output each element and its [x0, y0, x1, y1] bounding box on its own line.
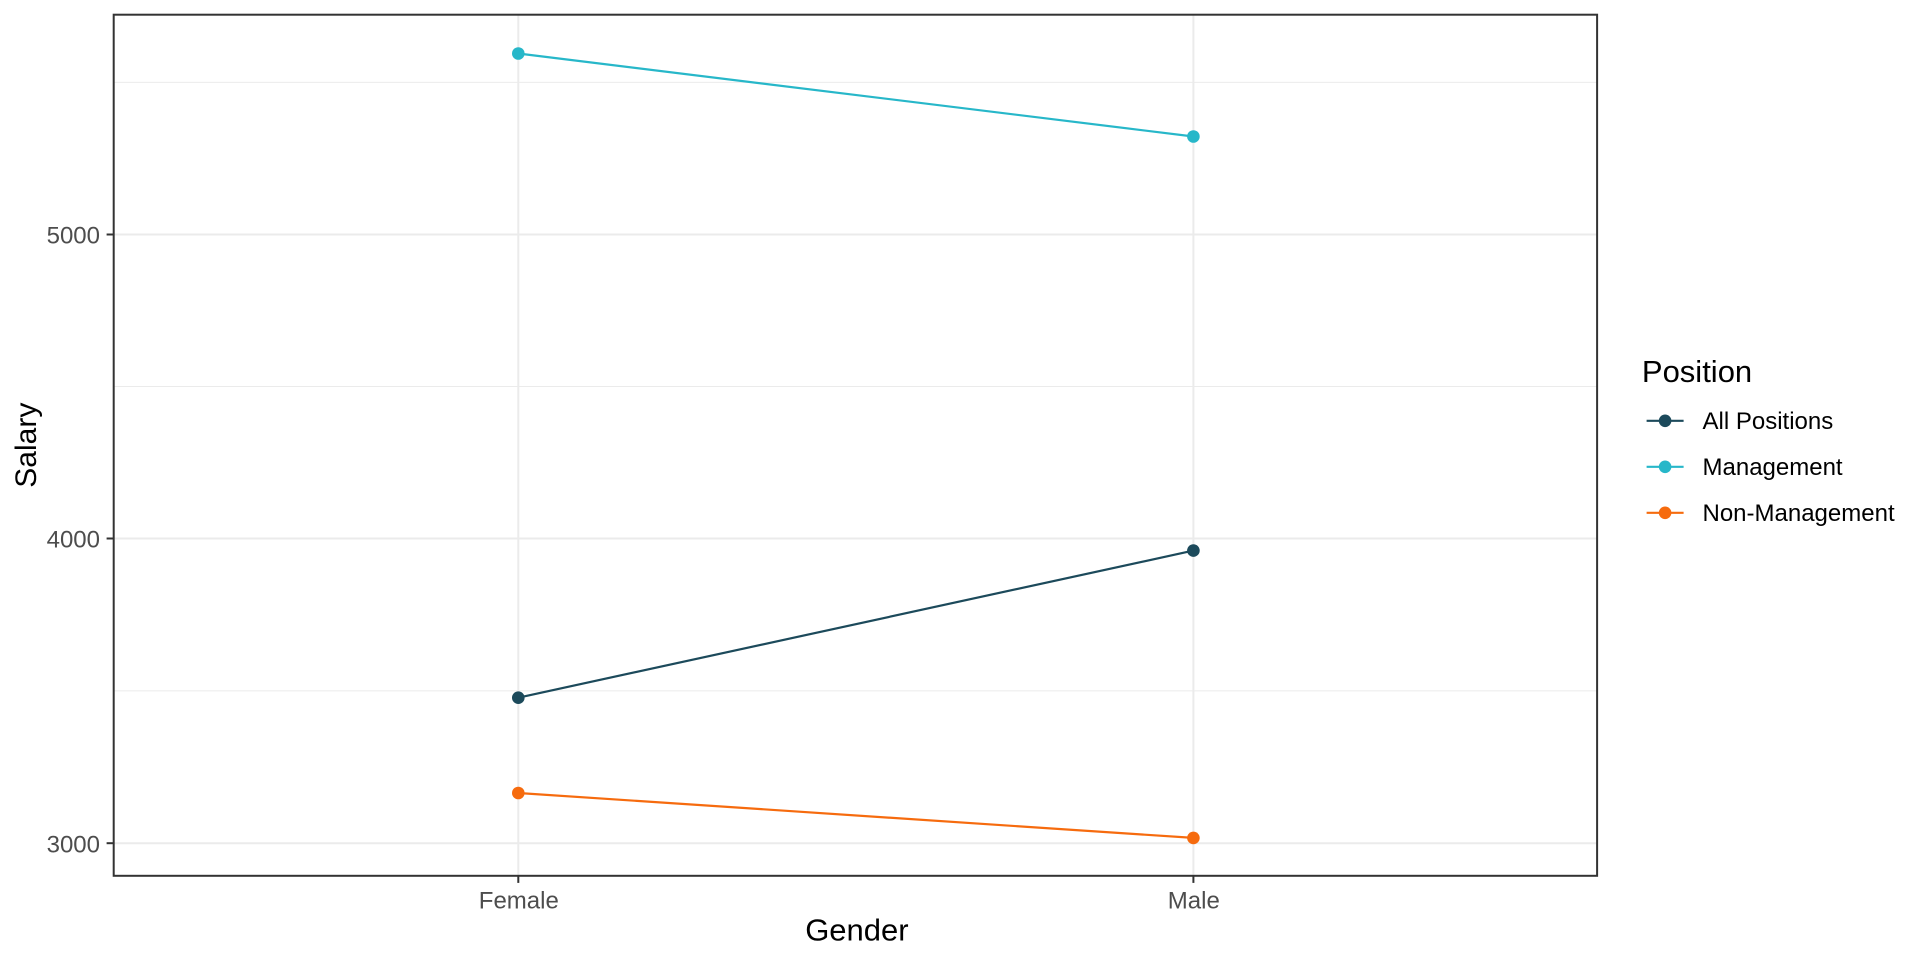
svg-text:Male: Male	[1168, 887, 1220, 914]
svg-text:Management: Management	[1703, 454, 1843, 481]
svg-text:Female: Female	[479, 887, 559, 914]
svg-text:Non-Management: Non-Management	[1703, 500, 1895, 527]
svg-text:All Positions: All Positions	[1703, 408, 1834, 435]
svg-text:3000: 3000	[47, 831, 100, 858]
svg-text:Salary: Salary	[10, 403, 43, 488]
svg-text:4000: 4000	[47, 527, 100, 554]
svg-text:5000: 5000	[47, 223, 100, 250]
svg-text:Position: Position	[1642, 354, 1752, 389]
svg-text:Gender: Gender	[805, 913, 908, 948]
